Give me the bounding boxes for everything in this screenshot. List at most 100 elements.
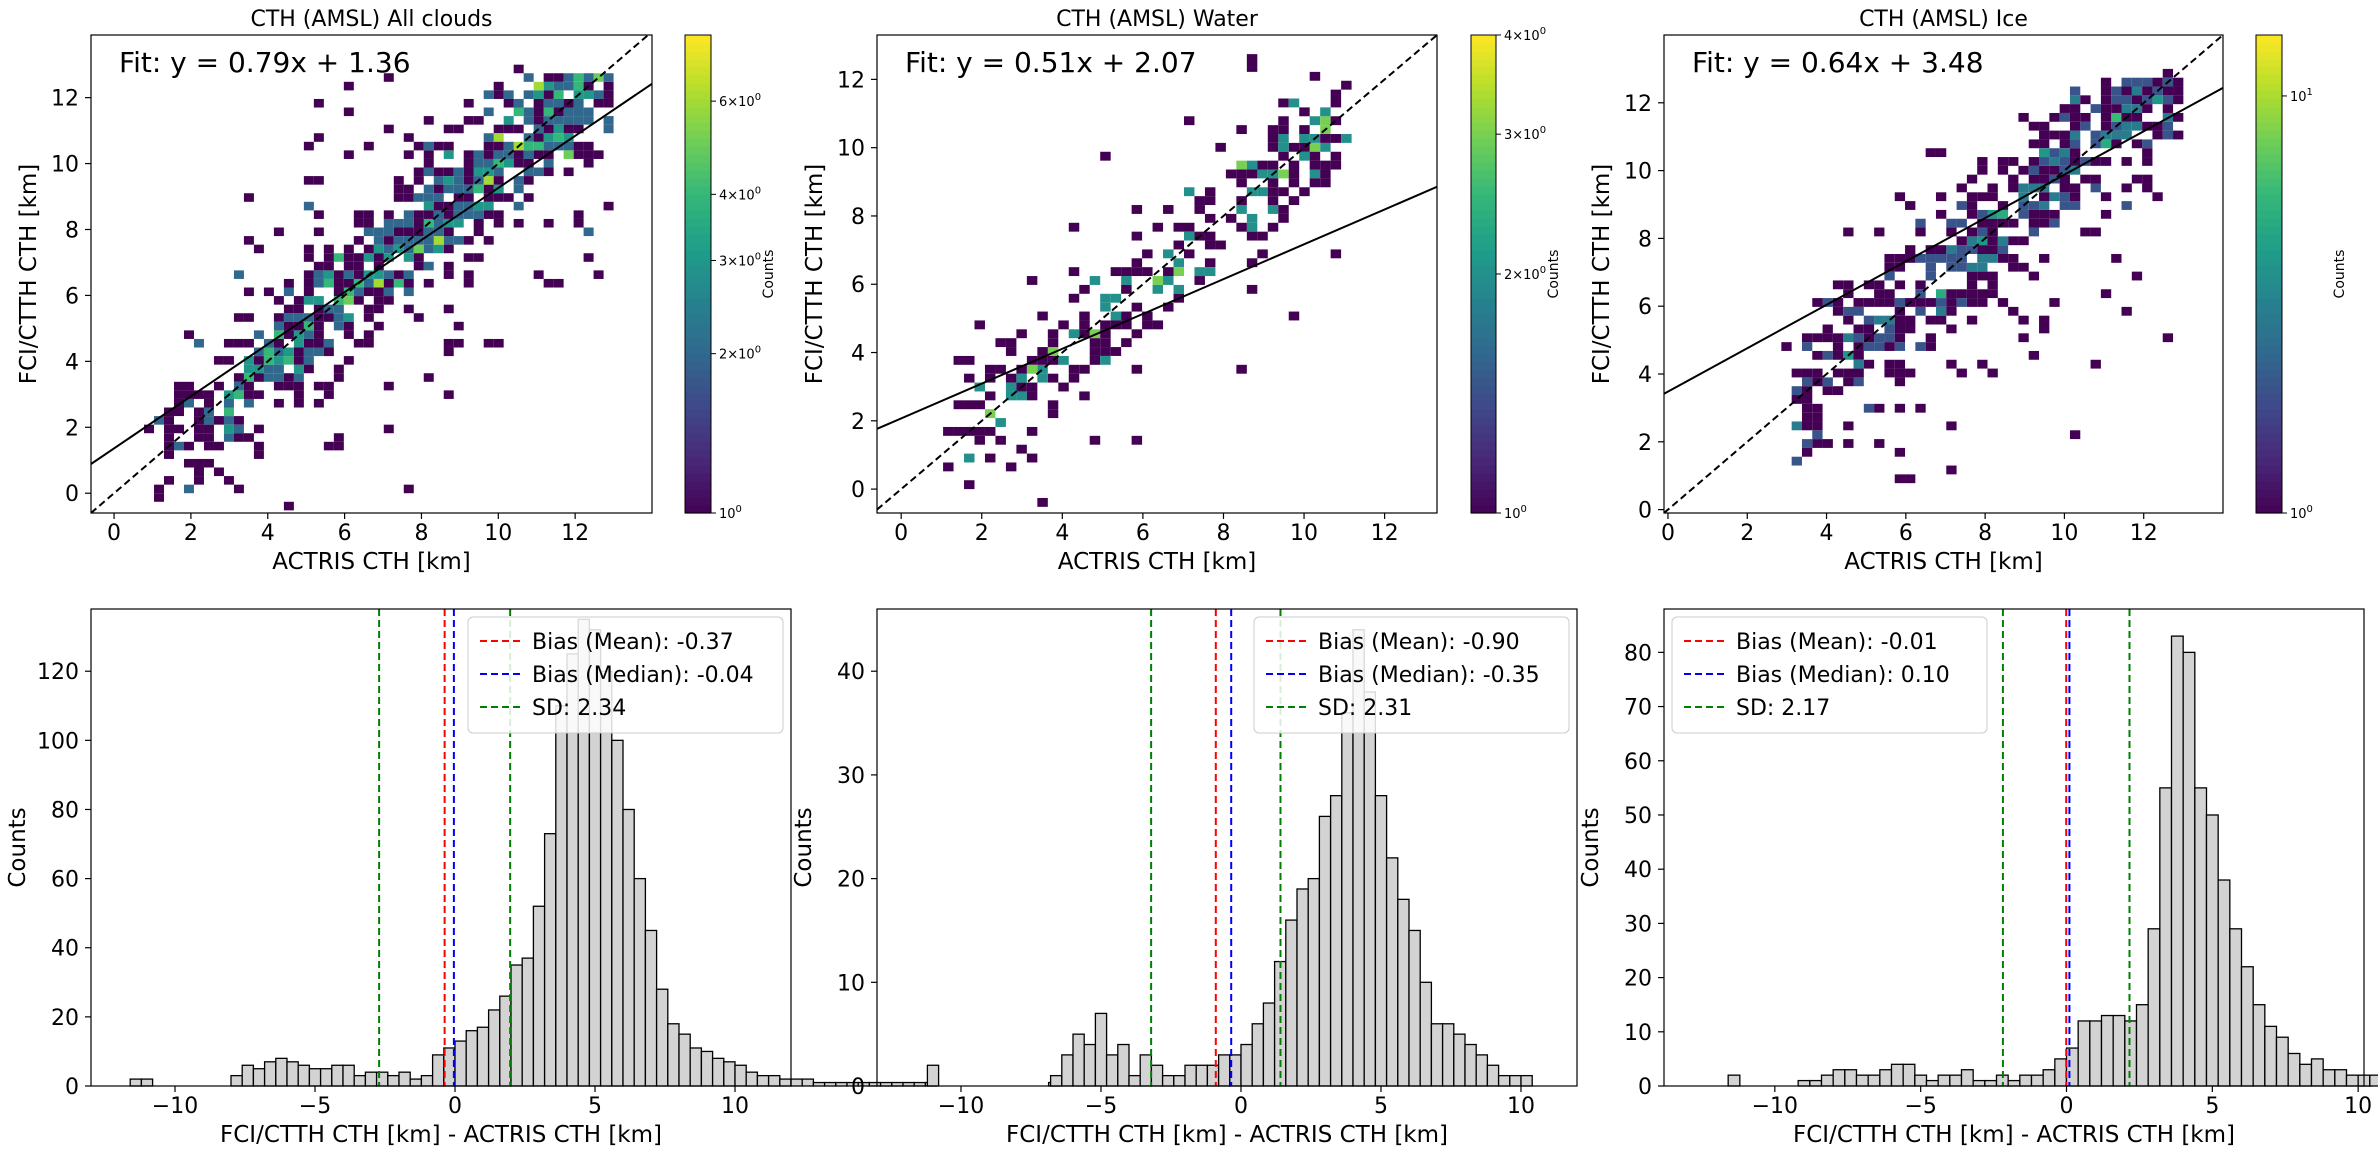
colorbar-segment [685,425,711,434]
histogram-bar [2100,1014,2114,1087]
heatmap-cell [154,484,165,494]
legend-entry: Bias (Mean): -0.01 [1736,630,1938,655]
heatmap-cell [1058,382,1069,392]
heatmap-cell [2121,306,2132,316]
heatmap-cell [1068,293,1080,303]
heatmap-cell [383,73,394,82]
x-axis-label: FCI/CTTH CTH [km] - ACTRIS CTH [km] [1006,1122,1448,1148]
y-tick-label: 10 [837,137,865,162]
heatmap-cell [373,227,384,237]
colorbar-segment [685,465,711,474]
heatmap-cell [333,270,344,279]
colorbar-segment [1471,114,1496,124]
heatmap-cell [193,476,204,485]
heatmap-cell [1267,187,1279,197]
heatmap-cell [2018,112,2029,122]
colorbar-segment [685,42,711,52]
heatmap-cell [303,244,314,254]
heatmap-cell [183,441,194,451]
heatmap-cell [273,296,284,305]
heatmap-cell [1110,267,1122,277]
heatmap-cell [1173,267,1184,277]
heatmap-cell [1843,280,1854,290]
heatmap-cell [1236,178,1247,188]
heatmap-cell [543,133,554,142]
heatmap-cell [463,253,474,262]
colorbar-label: Counts [761,250,777,299]
heatmap-cell [1278,98,1289,108]
colorbar-segment [1471,98,1496,108]
heatmap-cell [393,270,404,279]
heatmap-cell [423,193,434,202]
heatmap-cell [2100,86,2112,96]
histogram-bar [487,1009,501,1087]
heatmap-cell [1026,453,1038,463]
heatmap-cell [1131,435,1143,445]
heatmap-cell [543,141,554,151]
heatmap-cell [2008,253,2019,263]
heatmap-cell [1309,178,1321,188]
heatmap-cell [1935,298,1947,307]
heatmap-cell [1341,80,1352,90]
heatmap-cell [553,278,564,288]
heatmap-cell [333,287,344,297]
heatmap-cell [483,133,494,142]
histogram-bar [1296,888,1309,1087]
heatmap-cell [1215,142,1226,152]
histogram-bar [275,1057,288,1087]
heatmap-cell [563,167,574,177]
colorbar-segment [1471,162,1496,172]
heatmap-cell [1801,395,1813,404]
heatmap-cell [293,398,304,408]
colorbar-segment [1471,130,1496,140]
heatmap-cell [363,278,374,288]
heatmap-cell [443,227,454,237]
heatmap-cell [1121,311,1132,321]
heatmap-cell [233,338,244,348]
heatmap-cell [583,90,594,99]
heatmap-cell [323,441,334,451]
heatmap-cell [313,278,324,288]
axes-frame [90,608,792,1087]
heatmap-cell [2069,95,2081,105]
heatmap-cell [2100,157,2112,166]
colorbar-segment [2256,178,2282,187]
heatmap-cell [2090,183,2101,193]
heatmap-cell [353,338,364,348]
colorbar-tick-label: 2×100 [719,345,761,363]
heatmap-cell [984,391,996,401]
histogram-bar [1937,1074,1951,1087]
heatmap-cell [483,150,494,159]
y-tick-label: 70 [1624,696,1652,721]
heatmap-cell [403,210,414,219]
heatmap-cell [473,227,484,237]
heatmap-cell [1100,320,1111,330]
heatmap-cell [1163,249,1174,259]
heatmap-cell [403,304,414,314]
heatmap-cell [1966,227,1978,237]
heatmap-cell [2069,201,2081,210]
heatmap-cell [2008,306,2019,316]
heatmap-cell [183,484,194,494]
colorbar-segment [685,170,711,179]
heatmap-cell [363,253,374,262]
heatmap-cell [553,124,564,134]
x-tick-label: 2 [184,521,198,546]
heatmap-cell [503,98,514,108]
heatmap-cell [423,244,434,254]
heatmap-cell [493,338,504,348]
colorbar-segment [685,449,711,458]
heatmap-cell [2100,130,2112,140]
heatmap-cell [1987,218,1998,228]
colorbar-segment [685,234,711,243]
histogram-bar [1117,1043,1130,1087]
heatmap-cell [1330,134,1342,143]
heatmap-cell [363,244,374,254]
heatmap-cell [463,278,474,288]
x-tick-label: 6 [1899,521,1913,546]
histogram-bar [1902,1063,1916,1087]
histogram-bar [1307,877,1321,1087]
histogram-bar [1217,1054,1231,1087]
heatmap-cell [443,244,454,254]
heatmap-cell [543,116,554,125]
